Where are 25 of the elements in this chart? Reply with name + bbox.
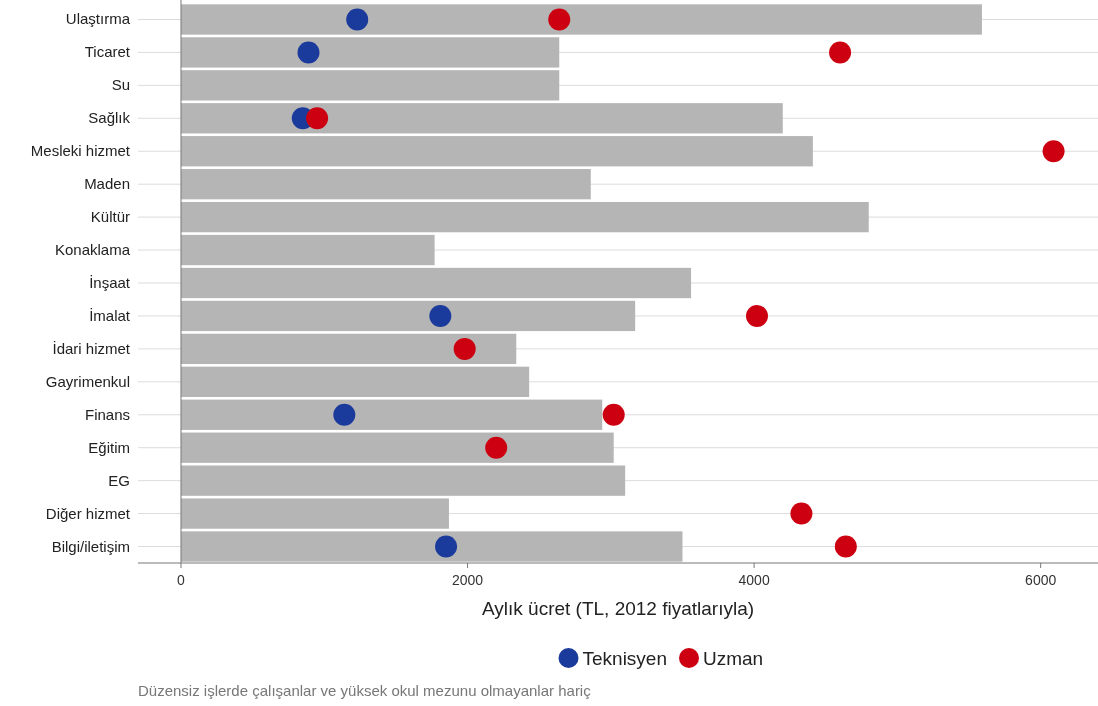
y-tick-label: Mesleki hizmet [30,142,131,160]
y-tick-label: Su [111,76,130,94]
y-tick-label: Sağlık [88,109,131,127]
x-tick-label: 4000 [738,572,770,588]
y-tick-label: İdari hizmet [52,339,131,357]
y-tick-label: İmalat [89,306,131,324]
y-tick-label: Kültür [90,208,130,226]
y-tick-label: EG [108,471,130,489]
legend-label: Uzman [703,648,764,669]
x-tick-label: 0 [177,572,186,588]
y-tick-label: Ticaret [84,43,131,61]
y-tick-label: Finans [84,405,130,423]
y-tick-label: Maden [84,175,130,193]
x-axis-title: Aylık ücret (TL, 2012 fiyatlarıyla) [481,598,755,619]
y-tick-label: Bilgi/iletişim [51,537,130,555]
y-tick-label: Gayrimenkul [45,372,130,390]
y-tick-label: İnşaat [89,274,131,291]
legend-label: Teknisyen [582,648,667,669]
text: Düzensiz işlerde çalışanlar ve yüksek okul mezunu olmayanlar hariç [138,682,592,699]
y-tick-label: Ulaştırma [65,10,131,28]
y-tick-label: Diğer hizmet [45,504,131,522]
x-tick-label: 6000 [1025,572,1057,588]
y-tick-label: Konaklama [54,241,131,259]
y-tick-label: Eğitim [88,438,130,456]
x-tick-label: 2000 [451,572,484,588]
